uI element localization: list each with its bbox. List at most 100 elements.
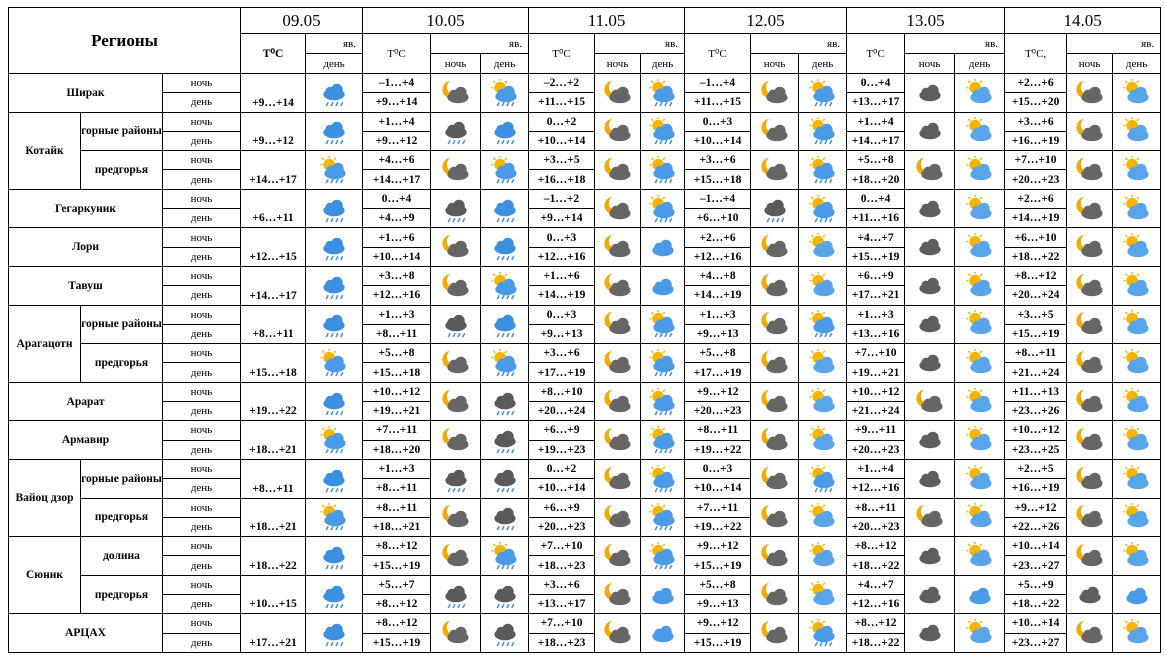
temperature: +15…+18 bbox=[240, 343, 307, 383]
weather-icon bbox=[904, 420, 956, 460]
icon bbox=[603, 428, 631, 451]
temperature-day: +11…+15 bbox=[684, 92, 752, 113]
table-row: Котайк горные районы ночь +9…+12 +1…+4 0…+2 0…… bbox=[8, 111, 1162, 190]
weather-icon bbox=[1066, 458, 1114, 499]
temperature-day: +18…+22 bbox=[1004, 594, 1068, 615]
weather-icon bbox=[640, 304, 686, 345]
temperature-day: +18…+21 bbox=[362, 516, 432, 538]
table-row: день +14…+17 +16…+18 +15…+18 +18…+20 +20…+23 bbox=[9, 169, 1161, 190]
icon bbox=[603, 466, 631, 489]
icon bbox=[808, 426, 835, 451]
icon bbox=[1075, 273, 1103, 296]
region-name: Ширак bbox=[8, 73, 163, 113]
weather-icon bbox=[954, 150, 1006, 190]
weather-icon bbox=[750, 458, 800, 499]
temperature-night: +7…+10 bbox=[528, 536, 596, 557]
icon bbox=[1075, 543, 1103, 567]
temperature-day: +19…+22 bbox=[684, 439, 752, 460]
temperature-day: +17…+21 bbox=[846, 285, 906, 306]
weather-icon bbox=[750, 73, 800, 113]
temperature-day: +11…+15 bbox=[528, 92, 596, 113]
icon bbox=[493, 122, 516, 145]
night-label: ночь bbox=[161, 613, 242, 634]
weather-icon bbox=[1066, 188, 1114, 229]
temperature-night: +8…+12 bbox=[362, 536, 432, 557]
weather-icon bbox=[594, 150, 642, 190]
table-row: день +9…+14 +11…+15 +11…+15 +13…+17 +15…+20 bbox=[9, 92, 1161, 113]
icon bbox=[1075, 119, 1103, 142]
temperature: +18…+22 bbox=[240, 536, 307, 576]
temp-header: T⁰C bbox=[684, 33, 752, 74]
icon-header: яв. bbox=[430, 33, 530, 54]
weather-icon bbox=[954, 343, 1006, 383]
temperature-night: +10…+12 bbox=[846, 381, 906, 403]
table-row: предгорья ночь +15…+18 +5…+8 +3…+6 +5…+8 +7…+1… bbox=[9, 343, 1162, 383]
temperature-night: 0…+3 bbox=[528, 227, 596, 248]
icon bbox=[808, 155, 835, 184]
icon bbox=[808, 541, 835, 567]
icon bbox=[808, 78, 835, 107]
temperature-day: +15…+19 bbox=[684, 555, 752, 576]
weather-icon bbox=[904, 497, 956, 538]
weather-icon bbox=[750, 150, 800, 190]
day-label: день bbox=[161, 555, 242, 576]
weather-icon bbox=[430, 381, 482, 422]
subregion-name: горные районы bbox=[80, 458, 163, 499]
weather-icon bbox=[480, 420, 530, 460]
icon bbox=[918, 586, 941, 603]
weather-icon bbox=[798, 343, 848, 383]
weather-icon bbox=[798, 265, 848, 306]
temperature-day: +9…+12 bbox=[362, 130, 432, 152]
weather-icon bbox=[430, 613, 482, 653]
temp-header: T⁰C, bbox=[1004, 33, 1068, 74]
temperature: +10…+15 bbox=[240, 574, 307, 615]
icon bbox=[441, 235, 469, 258]
day-header: день bbox=[305, 53, 364, 74]
temperature-day: +19…+22 bbox=[684, 516, 752, 538]
icon bbox=[763, 199, 786, 222]
weather-icon bbox=[305, 304, 364, 345]
temperature-night: +6…+9 bbox=[846, 265, 906, 287]
temperature-day: +15…+18 bbox=[362, 362, 432, 383]
weather-icon bbox=[480, 343, 530, 383]
subregion-name: горные районы bbox=[80, 304, 163, 345]
icon bbox=[323, 83, 345, 107]
night-label: ночь bbox=[161, 574, 242, 596]
table-row: Арарат ночь +19…+22 +10…+12 +8…+10 +9…+12 +10…… bbox=[8, 381, 1162, 422]
temperature-day: +12…+16 bbox=[684, 246, 752, 267]
icon bbox=[965, 233, 992, 258]
date-header: 10.05 bbox=[362, 7, 530, 34]
weather-icon bbox=[1066, 343, 1114, 383]
temperature-night: +3…+5 bbox=[528, 150, 596, 171]
table-row: Гегаркуник ночь +6…+11 0…+4 –1…+2 –1…+4 0…+4 +2… bbox=[8, 188, 1162, 229]
temperature-night: 0…+4 bbox=[846, 72, 906, 94]
icon bbox=[648, 541, 675, 570]
weather-icon bbox=[480, 613, 530, 653]
temperature-night: +9…+12 bbox=[684, 613, 752, 634]
icon bbox=[965, 503, 992, 528]
night-label: ночь bbox=[161, 497, 242, 518]
weather-icon bbox=[1066, 381, 1114, 422]
weather-icon bbox=[750, 304, 800, 345]
weather-icon bbox=[480, 227, 530, 267]
icon bbox=[320, 426, 346, 454]
icon bbox=[603, 196, 631, 219]
temperature-day: +10…+14 bbox=[528, 130, 596, 152]
day-label: день bbox=[161, 246, 242, 267]
temperature-night: +2…+5 bbox=[1004, 458, 1068, 480]
table-row: день +15…+18 +17…+19 +17…+19 +19…+21 +21…+24 bbox=[9, 362, 1161, 383]
icon bbox=[323, 546, 345, 570]
weather-icon bbox=[1066, 150, 1114, 190]
weather-icon bbox=[305, 343, 364, 383]
icon bbox=[965, 541, 992, 567]
temperature-night: 0…+3 bbox=[684, 458, 752, 480]
icon bbox=[1075, 505, 1103, 528]
icon bbox=[603, 119, 631, 142]
table-row: день +15…+19 +18…+23 +15…+19 +18…+22 +23…+27 bbox=[9, 555, 1161, 576]
temperature: +14…+17 bbox=[240, 150, 307, 190]
weather-icon bbox=[480, 188, 530, 229]
temperature: +18…+21 bbox=[240, 420, 307, 460]
forecast-table: Регионы 09.05 10.05 11.05 12.05 13.05 14.05 T⁰C… bbox=[7, 7, 1162, 653]
icon bbox=[1123, 271, 1149, 296]
region-header: Регионы bbox=[7, 7, 242, 74]
